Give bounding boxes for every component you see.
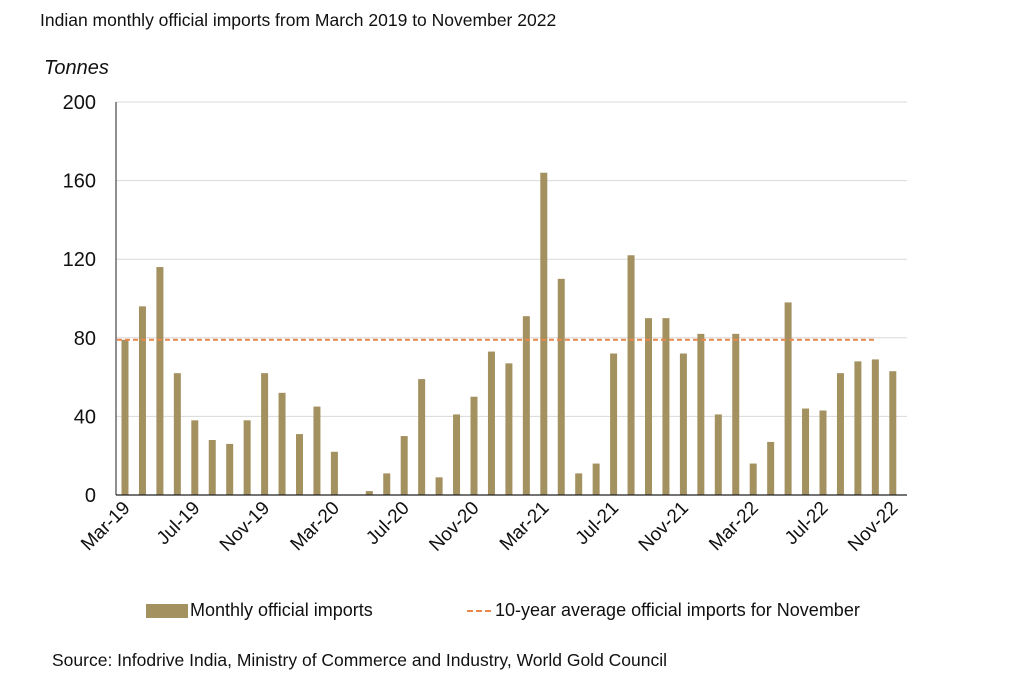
bar [505, 363, 513, 495]
bar [243, 420, 251, 495]
bar [889, 371, 897, 495]
bar [453, 414, 461, 495]
bar [173, 373, 181, 495]
bar [138, 306, 146, 495]
x-tick-label: Nov-20 [425, 498, 483, 556]
bar [121, 339, 129, 495]
x-tick-label: Jul-20 [362, 498, 413, 549]
x-tick-label: Nov-19 [216, 498, 274, 556]
y-tick-label: 0 [85, 485, 96, 507]
x-tick-label: Nov-21 [635, 498, 693, 556]
axes [115, 102, 907, 496]
y-tick-label: 40 [74, 406, 96, 428]
x-tick-label: Nov-22 [844, 498, 902, 556]
bar [662, 318, 670, 495]
bar [627, 255, 635, 495]
bar [470, 396, 478, 495]
x-tick-label: Jul-19 [153, 498, 204, 549]
x-tick-label: Mar-21 [496, 498, 553, 555]
bar [156, 267, 164, 495]
bar [854, 361, 862, 495]
y-tick-labels: 0 40 80 120 160 200 [63, 92, 96, 507]
y-axis-label: Tonnes [44, 57, 109, 79]
bar [313, 406, 321, 495]
bar [645, 318, 652, 495]
legend-item-monthly-imports: Monthly official imports [146, 600, 373, 621]
bar [802, 408, 810, 495]
chart-title: Indian monthly official imports from Mar… [40, 10, 557, 30]
bar [208, 439, 216, 495]
bar [226, 443, 234, 495]
x-tick-label: Mar-22 [705, 498, 762, 555]
bar [191, 420, 199, 495]
source-note: Source: Infodrive India, Ministry of Com… [52, 650, 668, 670]
y-tick-label: 200 [63, 92, 96, 114]
y-tick-label: 80 [74, 328, 96, 350]
legend: Monthly official imports 10-year average… [0, 600, 1024, 626]
bar [261, 373, 269, 495]
legend-swatch-bar [146, 603, 188, 618]
x-tick-labels: Mar-19 Jul-19 Nov-19 Mar-20 Jul-20 Nov-20 Mar-… [77, 498, 902, 556]
bar [435, 477, 443, 495]
bar [418, 379, 426, 495]
bar [487, 351, 495, 495]
bar [871, 359, 879, 495]
bar [330, 451, 338, 495]
bar [679, 353, 687, 495]
bar [557, 278, 565, 495]
bar [365, 491, 373, 495]
bar [278, 392, 286, 495]
bar [296, 434, 303, 495]
bar [610, 353, 618, 495]
bar [836, 373, 844, 495]
bar [540, 172, 548, 496]
bar [522, 316, 530, 495]
bar [732, 333, 740, 495]
bar [819, 410, 827, 495]
bar [592, 463, 600, 495]
x-tick-label: Jul-21 [572, 498, 623, 549]
legend-label-ten-year-average: 10-year average official imports for Nov… [495, 600, 860, 620]
bars [121, 172, 897, 496]
bar [383, 473, 391, 495]
bar [749, 463, 757, 495]
x-tick-label: Mar-20 [287, 498, 344, 555]
legend-swatch-dashed-line [467, 609, 491, 612]
bar [784, 302, 792, 495]
bar [400, 436, 408, 495]
legend-item-ten-year-average: 10-year average official imports for Nov… [467, 600, 860, 621]
x-tick-label: Jul-22 [781, 498, 832, 549]
y-tick-label: 120 [63, 249, 96, 271]
y-tick-label: 160 [63, 171, 96, 193]
bar [767, 441, 775, 495]
bar [697, 333, 705, 495]
bar [575, 473, 583, 495]
bar [714, 414, 722, 495]
legend-label-monthly-imports: Monthly official imports [190, 600, 373, 620]
